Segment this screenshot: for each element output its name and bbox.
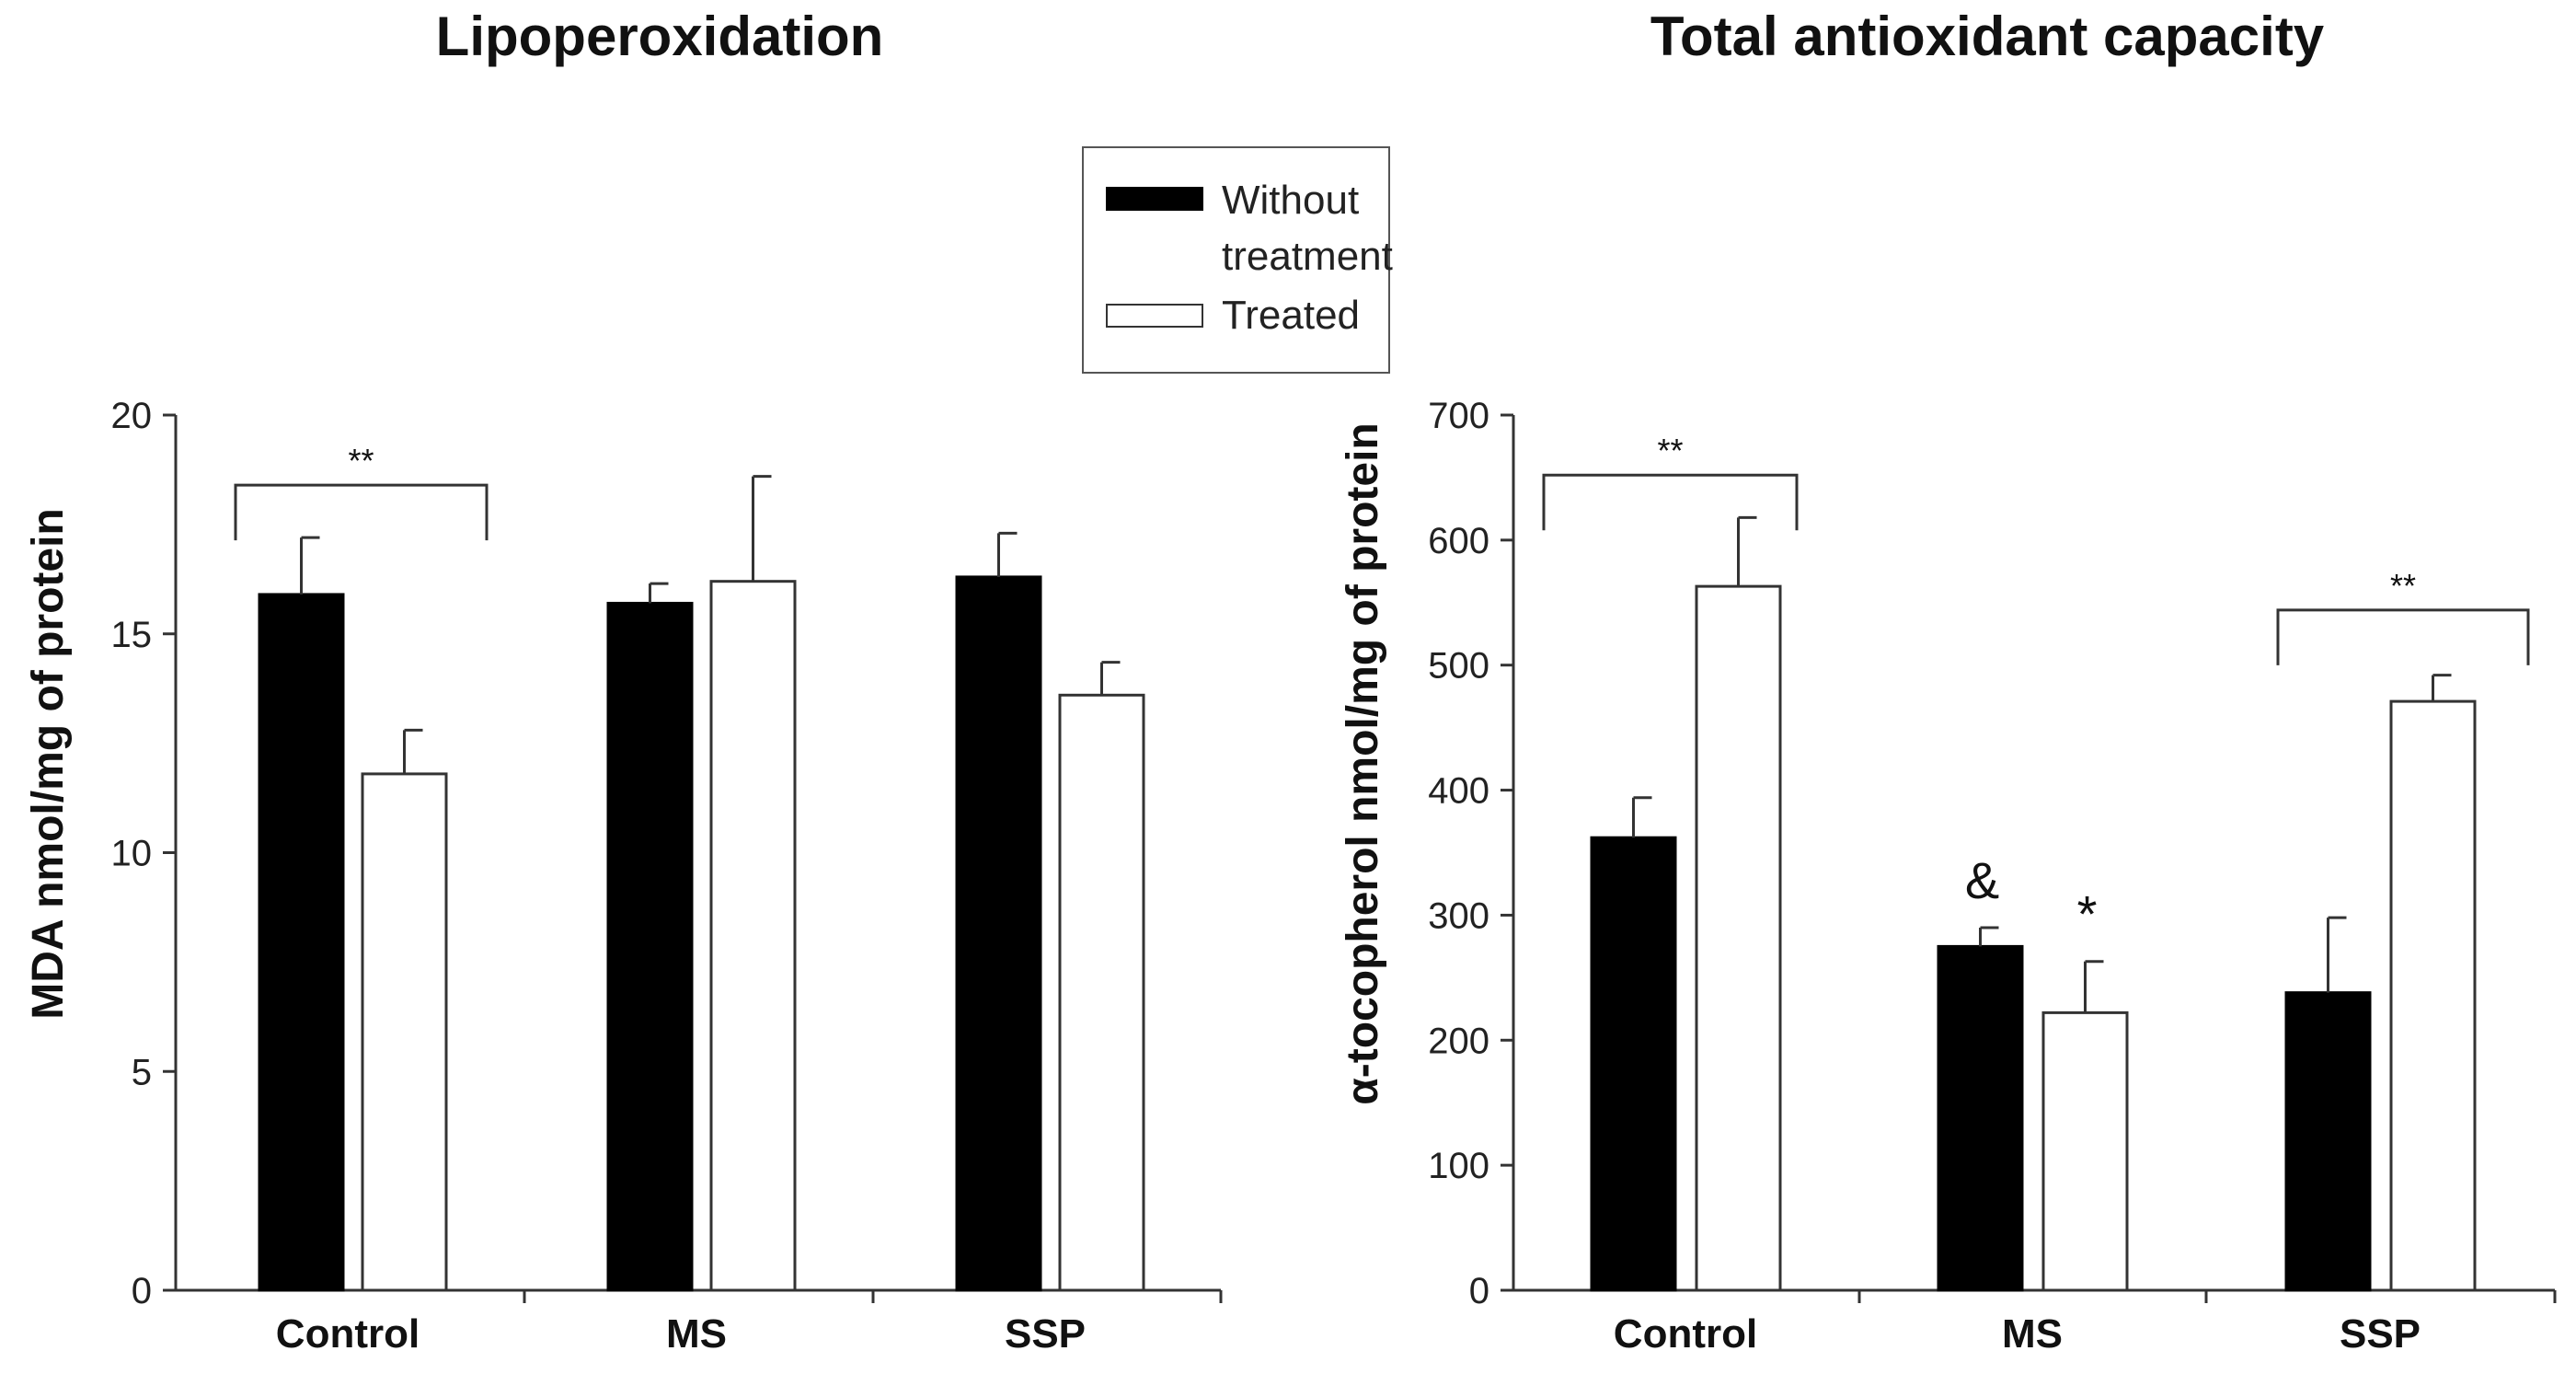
significance-label: ** xyxy=(348,442,374,479)
x-category-label: MS xyxy=(666,1311,727,1357)
significance-label: & xyxy=(1965,851,1999,909)
y-tick-label: 500 xyxy=(1428,646,1489,687)
y-tick-label: 100 xyxy=(1428,1146,1489,1186)
bar xyxy=(606,601,694,1292)
legend: Without treatment Treated xyxy=(1082,146,1393,374)
bar xyxy=(1058,693,1145,1292)
chart-lipoperoxidation: Lipoperoxidation MDA nmol/mg of protein … xyxy=(24,6,1223,1357)
bar xyxy=(2284,991,2372,1292)
legend-label-without-treatment-line2: treatment xyxy=(1222,234,1393,279)
plot-area-total-antioxidant-capacity: 0 100 200 300 400 500 600 700 Control MS SSP ** ** & * xyxy=(1428,396,2557,1357)
y-tick-label: 0 xyxy=(1469,1271,1489,1311)
bar xyxy=(2041,1010,2129,1292)
chart-title-lipoperoxidation: Lipoperoxidation xyxy=(436,6,884,67)
bar xyxy=(709,580,797,1292)
bar xyxy=(955,575,1042,1292)
significance-label: ** xyxy=(2390,567,2416,605)
bar xyxy=(2389,699,2477,1292)
legend-label-treated: Treated xyxy=(1222,293,1360,338)
y-tick-label: 200 xyxy=(1428,1021,1489,1061)
chart-total-antioxidant-capacity: Total antioxidant capacity α-tocopherol … xyxy=(1339,6,2557,1357)
y-tick-label: 10 xyxy=(111,834,153,874)
y-tick-label: 400 xyxy=(1428,771,1489,812)
y-tick-label: 700 xyxy=(1428,396,1489,436)
x-category-label: MS xyxy=(2002,1311,2063,1357)
y-tick-label: 20 xyxy=(111,396,153,436)
significance-bracket xyxy=(2276,608,2530,665)
significance-bracket xyxy=(1542,473,1799,531)
significance-label: ** xyxy=(1657,432,1683,469)
plot-area-lipoperoxidation: 0 5 10 15 20 Control MS SSP ** xyxy=(111,396,1223,1357)
legend-label-without-treatment-line1: Without xyxy=(1222,178,1359,223)
y-tick-label: 300 xyxy=(1428,895,1489,936)
y-tick-label: 600 xyxy=(1428,521,1489,561)
y-tick-label: 0 xyxy=(132,1271,152,1311)
chart-title-total-antioxidant-capacity: Total antioxidant capacity xyxy=(1650,6,2325,67)
bar xyxy=(258,593,345,1292)
legend-box xyxy=(1082,146,1390,374)
y-tick-label: 5 xyxy=(132,1052,152,1092)
y-tick-label: 15 xyxy=(111,615,153,655)
bar xyxy=(361,772,448,1292)
bar xyxy=(1590,836,1677,1292)
significance-label: * xyxy=(2077,885,2098,943)
x-category-label: SSP xyxy=(1005,1311,1086,1357)
legend-swatch-treated xyxy=(1106,304,1203,328)
bar xyxy=(1937,944,2024,1292)
y-axis-label-total-antioxidant-capacity: α-tocopherol nmol/mg of protein xyxy=(1339,422,1387,1104)
x-category-label: Control xyxy=(1614,1311,1757,1357)
x-category-label: SSP xyxy=(2340,1311,2421,1357)
bar xyxy=(1695,584,1782,1292)
y-axis-label-lipoperoxidation: MDA nmol/mg of protein xyxy=(24,508,73,1020)
x-category-label: Control xyxy=(276,1311,420,1357)
significance-bracket xyxy=(234,483,489,541)
legend-swatch-without-treatment xyxy=(1106,187,1203,211)
